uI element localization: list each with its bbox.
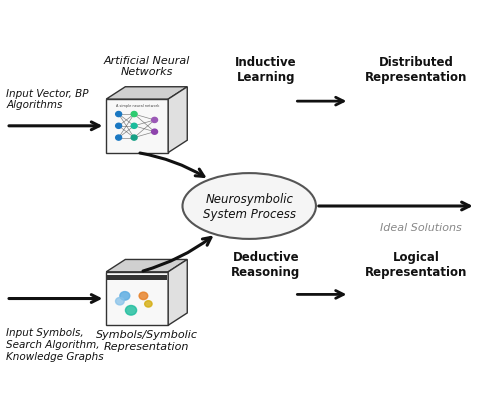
Polygon shape bbox=[106, 100, 168, 153]
Circle shape bbox=[116, 124, 121, 129]
Polygon shape bbox=[106, 260, 187, 272]
Text: Logical
Representation: Logical Representation bbox=[365, 250, 467, 278]
Text: Input Symbols,
Search Algorithm,
Knowledge Graphs: Input Symbols, Search Algorithm, Knowled… bbox=[6, 328, 104, 361]
Polygon shape bbox=[106, 272, 168, 325]
Text: Symbols/Symbolic
Representation: Symbols/Symbolic Representation bbox=[96, 330, 198, 351]
Text: Distributed
Representation: Distributed Representation bbox=[365, 55, 467, 83]
Circle shape bbox=[152, 118, 158, 123]
Text: Inductive
Learning: Inductive Learning bbox=[235, 55, 297, 83]
Text: A simple neural network: A simple neural network bbox=[116, 104, 159, 108]
Circle shape bbox=[120, 292, 130, 300]
Circle shape bbox=[116, 136, 121, 141]
Polygon shape bbox=[107, 275, 167, 280]
Circle shape bbox=[131, 112, 137, 117]
Text: Neurosymbolic
System Process: Neurosymbolic System Process bbox=[203, 192, 296, 221]
Text: Deductive
Reasoning: Deductive Reasoning bbox=[231, 250, 300, 278]
Text: Artificial Neural
Networks: Artificial Neural Networks bbox=[104, 56, 190, 77]
Circle shape bbox=[125, 306, 136, 316]
Circle shape bbox=[116, 298, 124, 305]
Polygon shape bbox=[168, 88, 187, 153]
Text: Input Vector, BP
Algorithms: Input Vector, BP Algorithms bbox=[6, 88, 89, 110]
Polygon shape bbox=[168, 260, 187, 325]
Circle shape bbox=[152, 130, 158, 135]
Ellipse shape bbox=[183, 174, 316, 239]
Circle shape bbox=[145, 301, 152, 307]
Circle shape bbox=[139, 292, 148, 300]
Polygon shape bbox=[106, 88, 187, 100]
Circle shape bbox=[116, 112, 121, 117]
Circle shape bbox=[131, 136, 137, 141]
Text: Ideal Solutions: Ideal Solutions bbox=[380, 223, 462, 233]
Circle shape bbox=[131, 124, 137, 129]
